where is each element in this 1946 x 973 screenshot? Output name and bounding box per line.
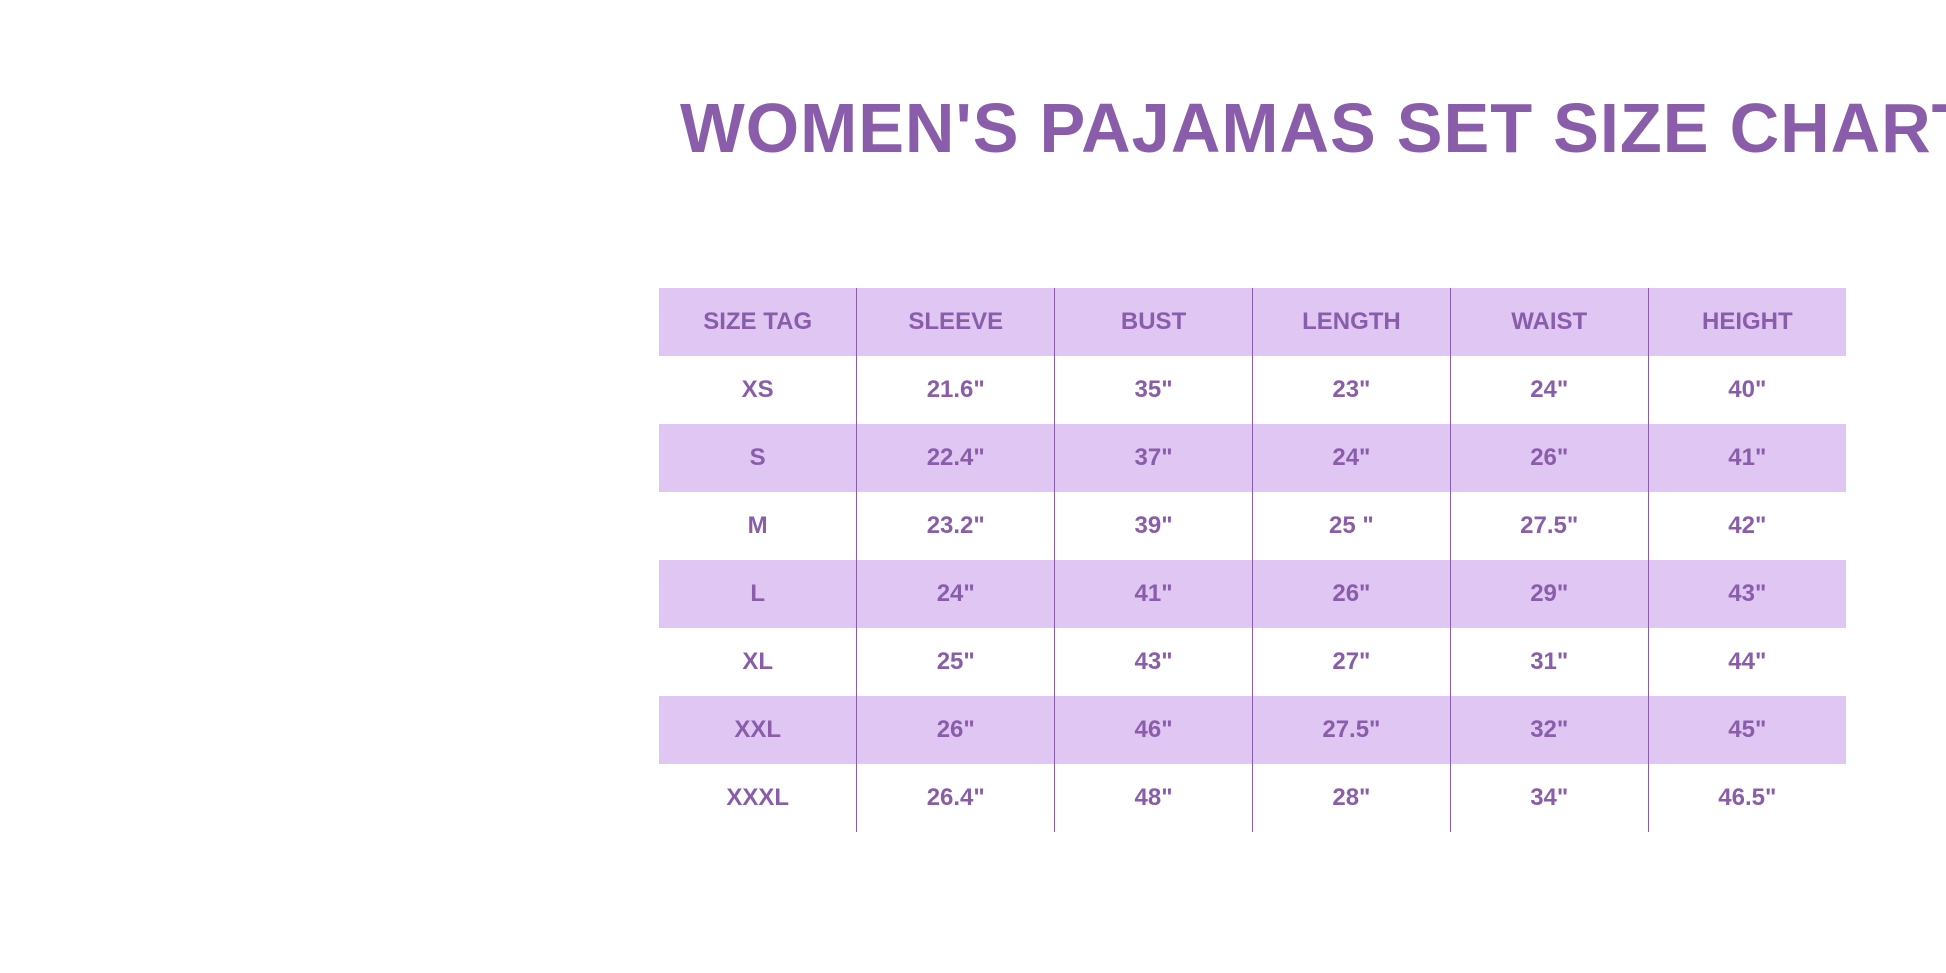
table-cell: 27.5" [1251,696,1451,764]
column-header: HEIGHT [1647,288,1846,356]
table-cell: 34" [1449,764,1649,832]
table-cell: L [750,580,765,607]
table-cell: 26.4" [856,764,1055,832]
table-cell: 24" [856,560,1055,628]
table-row: XL 25" 43" 27" 31" 44" [659,628,1846,696]
table-cell: XXXL [726,784,789,811]
table-cell: 22.4" [856,424,1055,492]
table-cell: 39" [1054,492,1253,560]
header-row: SIZE TAG SLEEVE BUST LENGTH WAIST HEIGHT [659,288,1846,356]
table-cell: 41" [1054,560,1253,628]
table-cell: M [747,512,768,539]
table-cell: 31" [1449,628,1649,696]
table-cell: 25" [856,628,1055,696]
table-row: M 23.2" 39" 25 " 27.5" 42" [659,492,1846,560]
column-header: SLEEVE [856,288,1055,356]
table-cell: 42" [1647,492,1846,560]
table-cell: 46.5" [1647,764,1846,832]
table-cell: 29" [1449,560,1649,628]
table-cell: 43" [1647,560,1846,628]
table-cell: 46" [1054,696,1253,764]
table-cell: 37" [1054,424,1253,492]
table-cell: 43" [1054,628,1253,696]
table-row: XXXL 26.4" 48" 28" 34" 46.5" [659,764,1846,832]
page-title: WOMEN'S PAJAMAS SET SIZE CHART [680,89,1946,167]
table-row: S 22.4" 37" 24" 26" 41" [659,424,1846,492]
table-cell: 45" [1647,696,1846,764]
table-row: XS 21.6" 35" 23" 24" 40" [659,356,1846,424]
column-header: SIZE TAG [703,308,813,335]
table-cell: 26" [1449,424,1649,492]
column-header: BUST [1054,288,1253,356]
table-row: L 24" 41" 26" 29" 43" [659,560,1846,628]
table-cell: 40" [1647,356,1846,424]
table-cell: 41" [1647,424,1846,492]
table-cell: 28" [1251,764,1451,832]
table-cell: 25 " [1251,492,1451,560]
table-row: XXL 26" 46" 27.5" 32" 45" [659,696,1846,764]
table-cell: S [749,444,766,471]
table-cell: XS [741,376,774,403]
table-cell: 21.6" [856,356,1055,424]
table-cell: 27.5" [1449,492,1649,560]
table-cell: 23" [1251,356,1451,424]
table-cell: 27" [1251,628,1451,696]
table-cell: 35" [1054,356,1253,424]
table-cell: 26" [856,696,1055,764]
table-cell: XXL [734,716,781,743]
column-header: LENGTH [1251,288,1451,356]
table-cell: 26" [1251,560,1451,628]
table-cell: 24" [1449,356,1649,424]
table-cell: 32" [1449,696,1649,764]
table-cell: XL [742,648,773,675]
table-cell: 23.2" [856,492,1055,560]
size-chart-table: SIZE TAG SLEEVE BUST LENGTH WAIST HEIGHT XS 21… [659,288,1846,832]
table-cell: 24" [1251,424,1451,492]
table-cell: 44" [1647,628,1846,696]
column-header: WAIST [1449,288,1649,356]
table-cell: 48" [1054,764,1253,832]
